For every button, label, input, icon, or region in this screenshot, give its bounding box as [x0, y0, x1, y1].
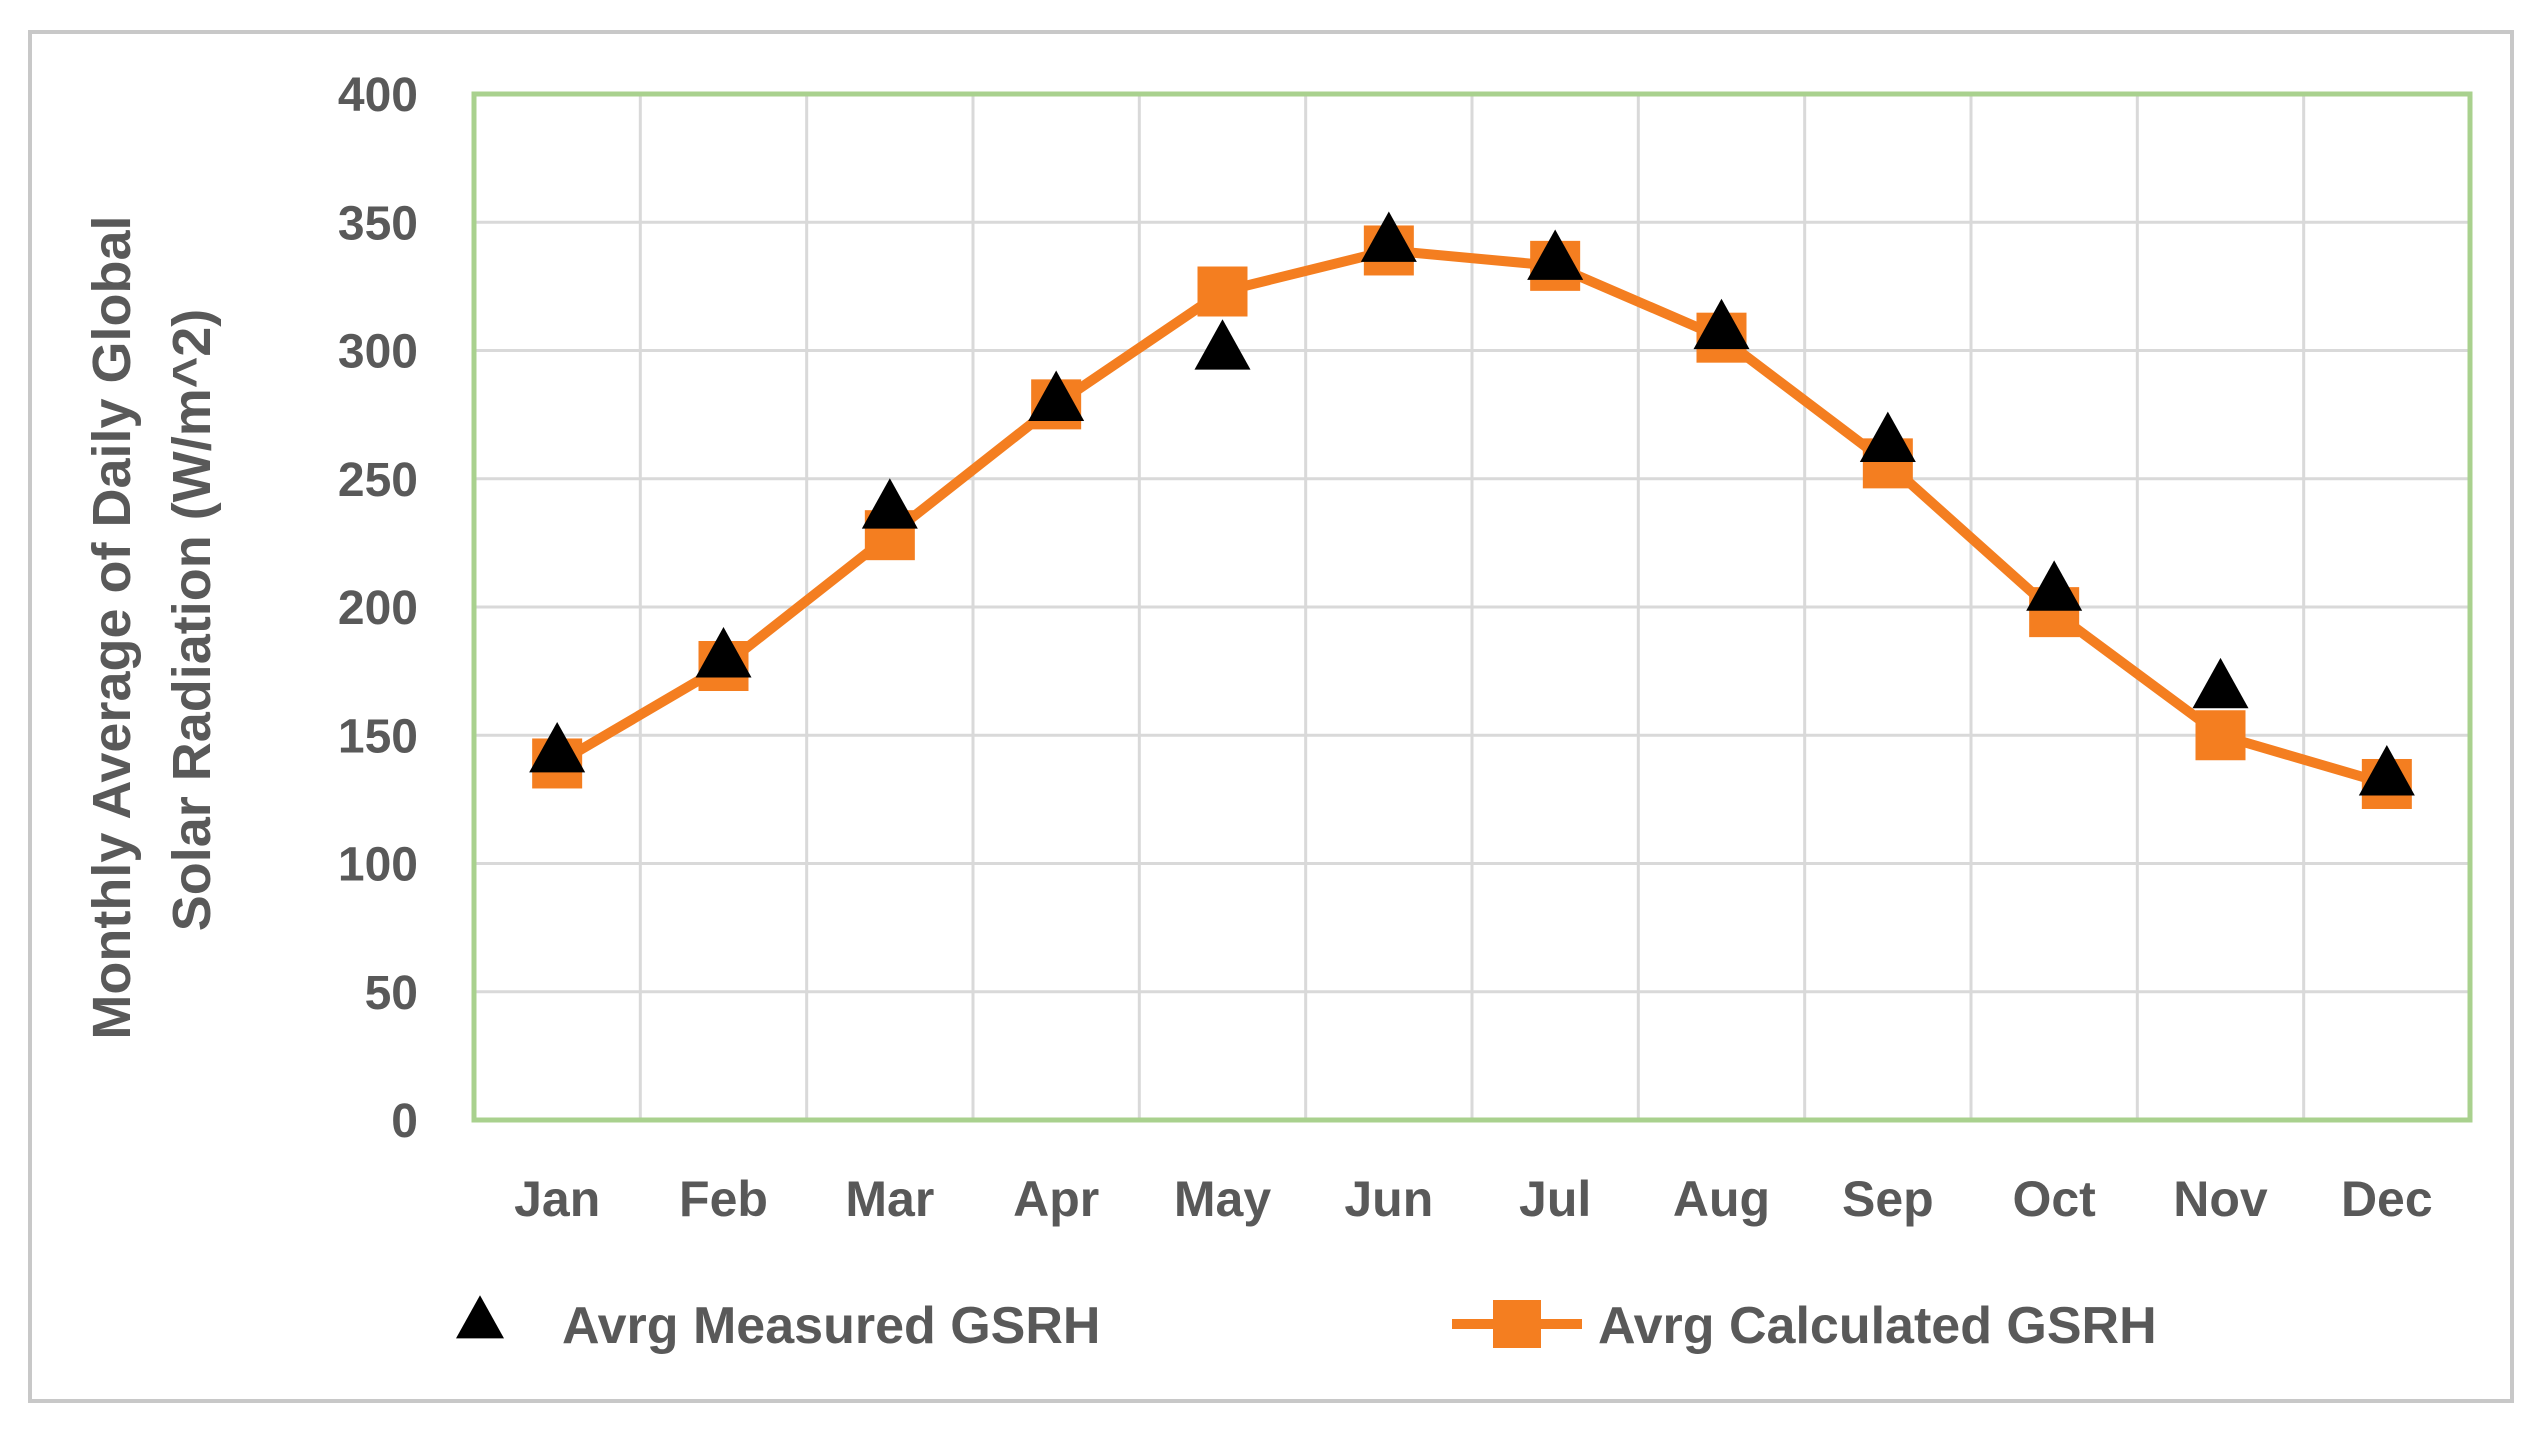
triangle-marker — [1360, 211, 1417, 262]
series-measured — [529, 211, 2415, 796]
y-tick-label: 200 — [338, 582, 418, 635]
legend-item-measured: Avrg Measured GSRH — [456, 1295, 1100, 1355]
series-line — [552, 245, 2392, 789]
y-axis-label: Monthly Average of Daily Global Solar Ra… — [82, 200, 222, 1039]
x-tick-label: Jul — [1519, 1171, 1591, 1227]
x-tick-label: Mar — [845, 1171, 934, 1227]
triangle-marker — [1194, 319, 1251, 370]
x-tick-label: Sep — [1842, 1171, 1934, 1227]
x-tick-label: Nov — [2173, 1171, 2268, 1227]
y-tick-label: 300 — [338, 326, 418, 379]
plot-area-border — [471, 91, 2473, 1123]
y-tick-label: 150 — [338, 710, 418, 763]
legend-item-calculated: Avrg Calculated GSRH — [1452, 1297, 2157, 1355]
square-marker — [1197, 266, 1248, 317]
chart-frame — [28, 30, 2514, 1403]
triangle-marker — [2358, 745, 2415, 796]
x-tick-label: Jun — [1344, 1171, 1433, 1227]
legend-square-marker — [1493, 1300, 1541, 1348]
triangle-marker — [2026, 560, 2083, 611]
triangle-marker — [1693, 298, 1750, 350]
y-axis-ticks: 0 50 100 150 200 250 300 350 400 — [338, 69, 418, 1148]
x-tick-label: May — [1174, 1171, 1271, 1227]
triangle-marker — [1527, 229, 1584, 280]
triangle-marker — [1028, 370, 1085, 421]
y-axis-label-line2: Solar Radiation (W/m^2) — [162, 309, 222, 932]
grid-layer — [474, 94, 2470, 1120]
x-tick-label: Aug — [1673, 1171, 1770, 1227]
square-marker — [2195, 710, 2246, 761]
x-tick-label: Apr — [1013, 1171, 1099, 1227]
triangle-marker — [861, 478, 918, 529]
triangle-marker — [529, 721, 586, 773]
y-tick-label: 250 — [338, 454, 418, 507]
y-tick-label: 0 — [391, 1095, 418, 1148]
legend-label-calculated: Avrg Calculated GSRH — [1598, 1297, 2157, 1355]
x-tick-label: Jan — [514, 1171, 600, 1227]
series-layer — [529, 211, 2415, 809]
x-tick-label: Feb — [679, 1171, 768, 1227]
x-tick-label: Oct — [2012, 1171, 2096, 1227]
triangle-marker — [2192, 657, 2249, 709]
x-tick-label: Dec — [2341, 1171, 2433, 1227]
triangle-marker — [1859, 411, 1916, 462]
y-tick-label: 100 — [338, 839, 418, 892]
legend-triangle-marker — [456, 1295, 504, 1339]
legend-label-measured: Avrg Measured GSRH — [562, 1297, 1100, 1355]
y-tick-label: 400 — [338, 69, 418, 122]
y-axis-label-line1: Monthly Average of Daily Global — [82, 215, 142, 1039]
x-axis-ticks: Jan Feb Mar Apr May Jun Jul Aug Sep Oct Nov Dec — [514, 1171, 2433, 1227]
legend: Avrg Measured GSRH Avrg Calculated GSRH — [456, 1295, 2157, 1355]
triangle-marker — [695, 627, 752, 678]
y-tick-label: 50 — [365, 967, 418, 1020]
y-tick-label: 350 — [338, 197, 418, 250]
